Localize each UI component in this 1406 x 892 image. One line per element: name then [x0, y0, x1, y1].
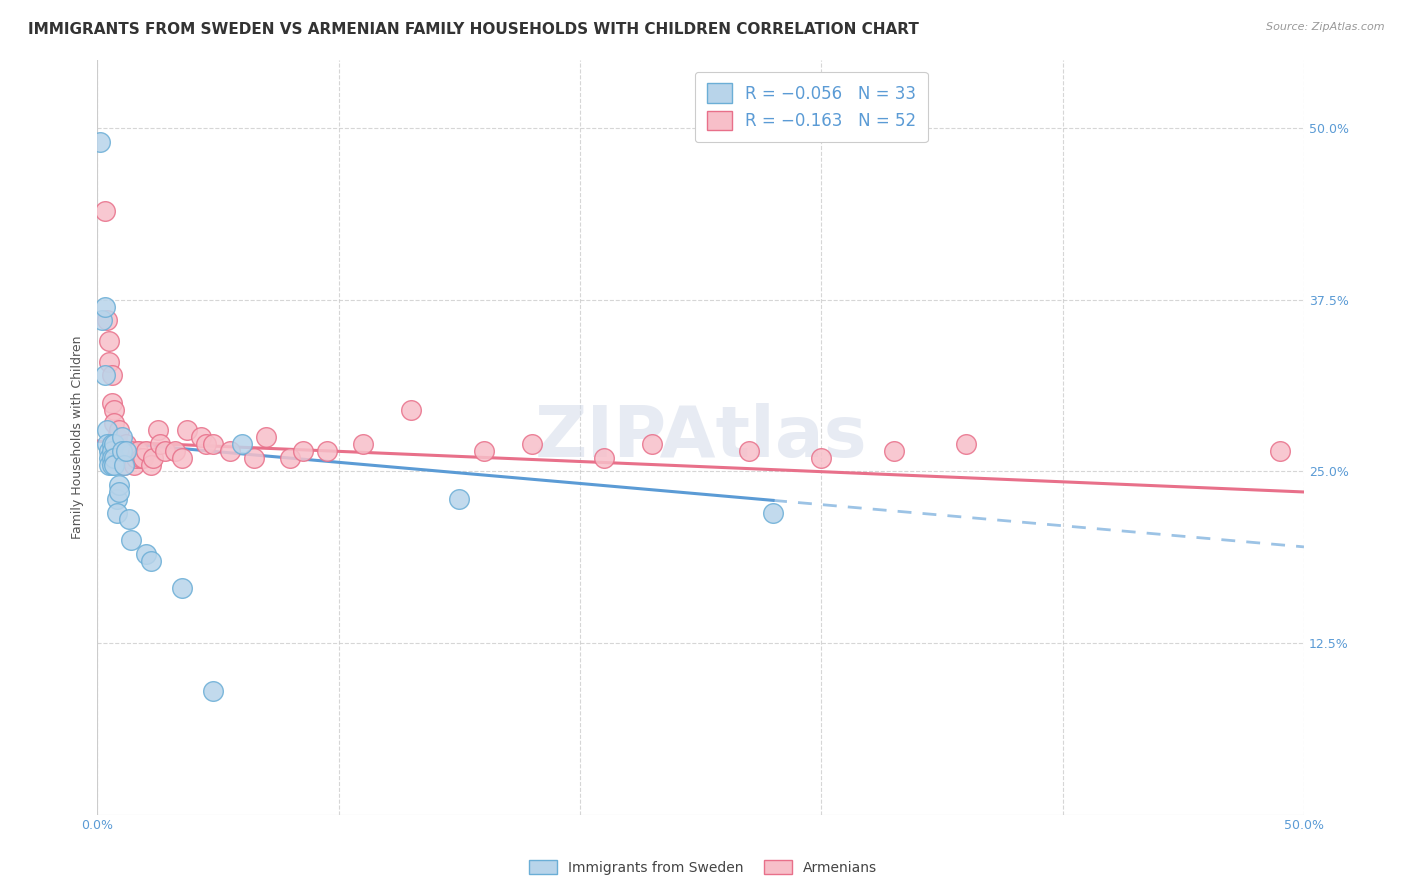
Point [98, 334, 121, 348]
Point [103, 450, 125, 465]
Point [105, 491, 128, 506]
Point [103, 402, 125, 417]
Point [641, 437, 664, 451]
Point [110, 450, 132, 465]
Point [115, 443, 138, 458]
Point [108, 485, 131, 500]
Point [120, 533, 142, 547]
Point [103, 437, 125, 451]
Point [127, 443, 149, 458]
Point [738, 443, 761, 458]
Point [118, 450, 141, 465]
Point [101, 396, 124, 410]
Point [105, 437, 128, 451]
Point [1268, 443, 1291, 458]
Point [93, 300, 115, 314]
Point [202, 437, 225, 451]
Point [105, 430, 128, 444]
Point [190, 430, 212, 444]
Point [243, 450, 266, 465]
Point [110, 443, 132, 458]
Point [108, 478, 131, 492]
Text: ZIPAtlas: ZIPAtlas [534, 402, 868, 472]
Point [176, 423, 198, 437]
Point [315, 443, 337, 458]
Point [163, 443, 186, 458]
Point [762, 506, 785, 520]
Point [280, 450, 302, 465]
Point [254, 430, 277, 444]
Legend: R = −0.056   N = 33, R = −0.163   N = 52: R = −0.056 N = 33, R = −0.163 N = 52 [695, 71, 928, 142]
Point [112, 458, 135, 472]
Point [170, 450, 193, 465]
Point [139, 458, 162, 472]
Point [219, 443, 242, 458]
Point [399, 402, 422, 417]
Text: IMMIGRANTS FROM SWEDEN VS ARMENIAN FAMILY HOUSEHOLDS WITH CHILDREN CORRELATION C: IMMIGRANTS FROM SWEDEN VS ARMENIAN FAMIL… [28, 22, 920, 37]
Point [195, 437, 218, 451]
Point [101, 368, 124, 383]
Point [120, 443, 142, 458]
Point [135, 443, 157, 458]
Text: Source: ZipAtlas.com: Source: ZipAtlas.com [1267, 22, 1385, 32]
Point [115, 437, 138, 451]
Point [103, 458, 125, 472]
Point [103, 417, 125, 431]
Point [101, 437, 124, 451]
Point [110, 430, 132, 444]
Point [93, 203, 115, 218]
Point [112, 458, 135, 472]
Point [110, 443, 132, 458]
Point [89, 135, 111, 149]
Point [105, 506, 128, 520]
Point [139, 553, 162, 567]
Point [170, 581, 193, 595]
Point [125, 450, 148, 465]
Point [98, 450, 121, 465]
Point [202, 684, 225, 698]
Point [93, 368, 115, 383]
Point [153, 443, 176, 458]
Point [472, 443, 495, 458]
Point [98, 443, 121, 458]
Point [108, 443, 131, 458]
Point [149, 437, 172, 451]
Point [146, 423, 169, 437]
Point [91, 313, 114, 327]
Point [955, 437, 977, 451]
Point [449, 491, 471, 506]
Point [118, 512, 141, 526]
Point [142, 450, 165, 465]
Point [96, 423, 118, 437]
Point [98, 354, 121, 368]
Point [122, 458, 145, 472]
Point [101, 443, 124, 458]
Point [96, 313, 118, 327]
Point [352, 437, 374, 451]
Point [291, 443, 314, 458]
Legend: Immigrants from Sweden, Armenians: Immigrants from Sweden, Armenians [523, 855, 883, 880]
Point [810, 450, 832, 465]
Point [132, 450, 155, 465]
Point [593, 450, 616, 465]
Point [98, 458, 121, 472]
Point [135, 547, 157, 561]
Point [96, 437, 118, 451]
Point [108, 423, 131, 437]
Point [101, 450, 124, 465]
Point [101, 458, 124, 472]
Point [231, 437, 253, 451]
Point [883, 443, 905, 458]
Point [129, 450, 152, 465]
Point [520, 437, 543, 451]
Y-axis label: Family Households with Children: Family Households with Children [72, 335, 84, 539]
